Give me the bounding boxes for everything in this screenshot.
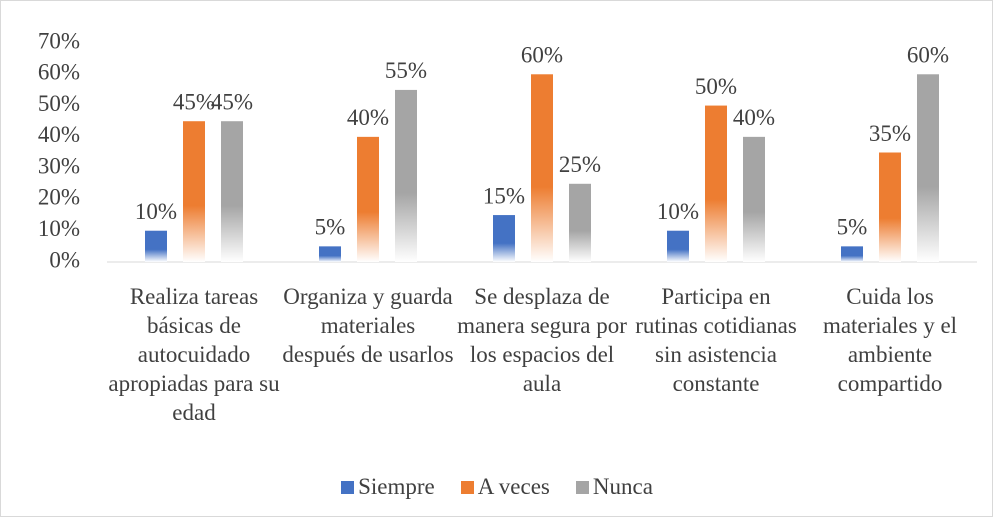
bar <box>841 246 863 262</box>
bar <box>743 136 765 262</box>
data-label: 10% <box>657 199 699 224</box>
y-tick-label: 70% <box>38 28 80 53</box>
y-tick-label: 10% <box>38 216 80 241</box>
bar <box>569 183 591 262</box>
y-tick-label: 50% <box>38 91 80 116</box>
legend-swatch <box>575 480 589 494</box>
data-label: 40% <box>347 105 389 130</box>
x-tick-label: Cuida los materiales y el ambiente compa… <box>822 284 958 396</box>
legend-item: Siempre <box>341 474 435 500</box>
bar <box>357 136 379 262</box>
bar <box>667 230 689 262</box>
legend-label: Nunca <box>592 474 653 499</box>
legend-item: A veces <box>460 474 550 500</box>
x-tick-label: Realiza tareas básicas de autocuidado ap… <box>108 284 280 425</box>
data-label: 25% <box>559 152 601 177</box>
data-label: 60% <box>521 43 563 68</box>
data-label: 15% <box>483 183 525 208</box>
y-tick-label: 30% <box>38 153 80 178</box>
legend-item: Nunca <box>575 474 653 500</box>
data-label: 50% <box>695 74 737 99</box>
legend-label: A veces <box>477 474 550 499</box>
y-tick-label: 0% <box>49 247 80 272</box>
data-label: 60% <box>907 43 949 68</box>
y-tick-label: 20% <box>38 185 80 210</box>
bar <box>395 89 417 262</box>
bar <box>319 246 341 262</box>
bar <box>879 152 901 262</box>
legend-swatch <box>341 480 355 494</box>
bar <box>493 215 515 262</box>
bar <box>221 121 243 262</box>
y-tick-label: 40% <box>38 122 80 147</box>
data-label: 55% <box>385 58 427 83</box>
bar <box>531 74 553 263</box>
legend-label: Siempre <box>358 474 435 499</box>
x-tick-label: Se desplaza de manera segura por los esp… <box>457 284 627 396</box>
data-label: 35% <box>869 121 911 146</box>
data-label: 5% <box>315 215 346 240</box>
legend: Siempre A veces Nunca <box>0 474 994 500</box>
bar <box>145 230 167 262</box>
data-label: 40% <box>733 105 775 130</box>
y-tick-label: 60% <box>38 60 80 85</box>
data-label: 10% <box>135 199 177 224</box>
x-tick-label: Organiza y guarda materiales después de … <box>282 284 454 367</box>
data-label: 45% <box>173 89 215 114</box>
data-label: 45% <box>211 89 253 114</box>
legend-swatch <box>460 480 474 494</box>
data-label: 5% <box>837 215 868 240</box>
bar <box>917 74 939 263</box>
x-tick-label: Participa en rutinas cotidianas sin asis… <box>635 284 797 396</box>
bar <box>705 105 727 262</box>
bar <box>183 121 205 262</box>
